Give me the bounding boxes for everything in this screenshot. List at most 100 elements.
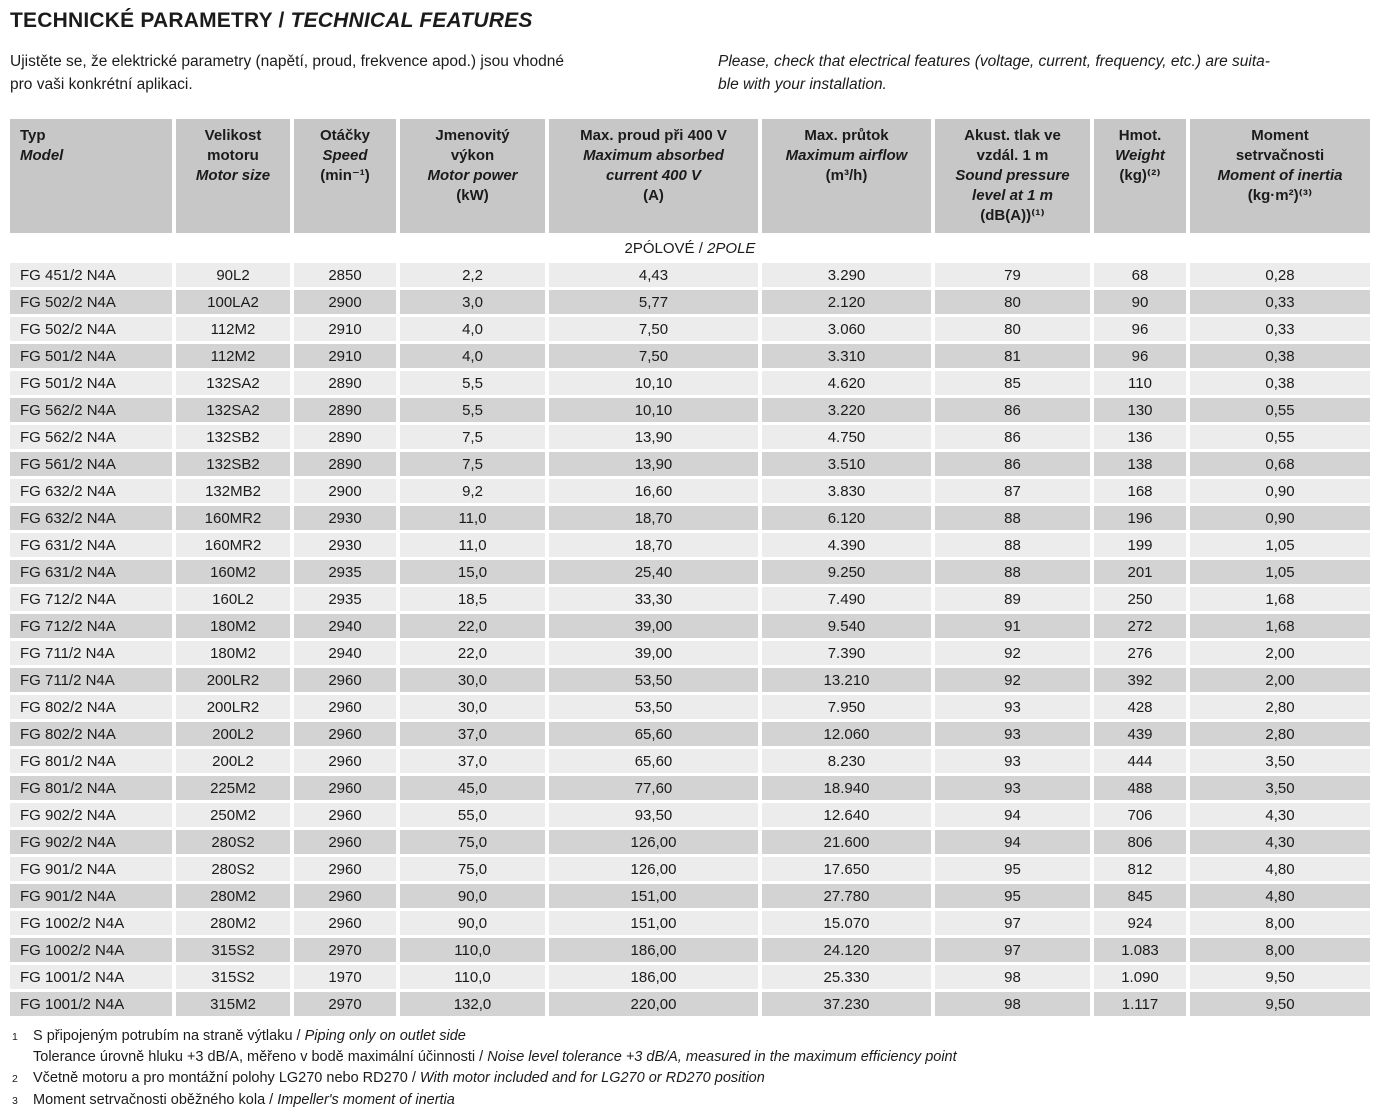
cell-max-current: 10,10 bbox=[549, 371, 758, 395]
cell-model: FG 1001/2 N4A bbox=[10, 965, 172, 989]
cell-motor-size: 160L2 bbox=[176, 587, 290, 611]
table-row: FG 632/2 N4A 132MB2 2900 9,2 16,60 3.830… bbox=[10, 479, 1370, 503]
cell-max-airflow: 3.290 bbox=[762, 263, 931, 287]
cell-motor-size: 225M2 bbox=[176, 776, 290, 800]
cell-max-airflow: 13.210 bbox=[762, 668, 931, 692]
cell-inertia: 1,68 bbox=[1190, 614, 1370, 638]
cell-inertia: 0,38 bbox=[1190, 371, 1370, 395]
cell-sound-pressure: 97 bbox=[935, 938, 1090, 962]
header-cs: Akust. tlak ve vzdál. 1 m bbox=[964, 127, 1061, 164]
header-cs: Moment setrvačnosti bbox=[1235, 127, 1325, 164]
cell-weight: 276 bbox=[1094, 641, 1186, 665]
cell-sound-pressure: 79 bbox=[935, 263, 1090, 287]
cell-max-airflow: 4.620 bbox=[762, 371, 931, 395]
table-row: FG 632/2 N4A 160MR2 2930 11,0 18,70 6.12… bbox=[10, 506, 1370, 530]
header-en: Motor power bbox=[427, 167, 518, 184]
cell-max-airflow: 3.830 bbox=[762, 479, 931, 503]
cell-speed: 2900 bbox=[294, 479, 396, 503]
cell-weight: 439 bbox=[1094, 722, 1186, 746]
cell-motor-power: 30,0 bbox=[400, 695, 545, 719]
cell-model: FG 901/2 N4A bbox=[10, 884, 172, 908]
header-en: Maximum absorbed current 400 V bbox=[583, 147, 724, 184]
cell-max-airflow: 4.390 bbox=[762, 533, 931, 557]
cell-sound-pressure: 86 bbox=[935, 398, 1090, 422]
footnote-line: Moment setrvačnosti oběžného kola / Impe… bbox=[33, 1090, 455, 1111]
cell-sound-pressure: 98 bbox=[935, 965, 1090, 989]
cell-motor-power: 7,5 bbox=[400, 425, 545, 449]
cell-max-airflow: 3.310 bbox=[762, 344, 931, 368]
cell-model: FG 711/2 N4A bbox=[10, 668, 172, 692]
cell-weight: 806 bbox=[1094, 830, 1186, 854]
cell-weight: 96 bbox=[1094, 344, 1186, 368]
table-row: FG 451/2 N4A 90L2 2850 2,2 4,43 3.290 79… bbox=[10, 263, 1370, 287]
column-header-max-airflow: Max. průtok Maximum airflow (m³/h) bbox=[762, 119, 931, 233]
cell-sound-pressure: 88 bbox=[935, 533, 1090, 557]
cell-weight: 1.083 bbox=[1094, 938, 1186, 962]
cell-speed: 2970 bbox=[294, 992, 396, 1016]
table-row: FG 501/2 N4A 112M2 2910 4,0 7,50 3.310 8… bbox=[10, 344, 1370, 368]
footnote-1-text: S připojeným potrubím na straně výtlaku … bbox=[33, 1026, 957, 1068]
header-cs: Max. průtok bbox=[804, 127, 889, 144]
cell-max-current: 65,60 bbox=[549, 749, 758, 773]
cell-max-current: 4,43 bbox=[549, 263, 758, 287]
cell-sound-pressure: 88 bbox=[935, 560, 1090, 584]
footnote-1-marker: 1 bbox=[12, 1031, 18, 1043]
cell-weight: 272 bbox=[1094, 614, 1186, 638]
header-en: Model bbox=[20, 147, 64, 164]
footnote-cs: S připojeným potrubím na straně výtlaku … bbox=[33, 1028, 301, 1044]
cell-motor-power: 37,0 bbox=[400, 749, 545, 773]
cell-inertia: 1,05 bbox=[1190, 533, 1370, 557]
cell-model: FG 502/2 N4A bbox=[10, 290, 172, 314]
table-row: FG 801/2 N4A 225M2 2960 45,0 77,60 18.94… bbox=[10, 776, 1370, 800]
table-row: FG 631/2 N4A 160MR2 2930 11,0 18,70 4.39… bbox=[10, 533, 1370, 557]
cell-speed: 2930 bbox=[294, 506, 396, 530]
cell-sound-pressure: 80 bbox=[935, 290, 1090, 314]
footnote-2: 2 Včetně motoru a pro montážní polohy LG… bbox=[12, 1068, 1379, 1090]
column-header-weight: Hmot. Weight (kg)⁽²⁾ bbox=[1094, 119, 1186, 233]
footnote-2-marker: 2 bbox=[12, 1073, 18, 1085]
cell-weight: 1.090 bbox=[1094, 965, 1186, 989]
cell-max-airflow: 7.950 bbox=[762, 695, 931, 719]
table-row: FG 901/2 N4A 280S2 2960 75,0 126,00 17.6… bbox=[10, 857, 1370, 881]
cell-motor-power: 110,0 bbox=[400, 938, 545, 962]
cell-sound-pressure: 81 bbox=[935, 344, 1090, 368]
table-row: FG 1002/2 N4A 280M2 2960 90,0 151,00 15.… bbox=[10, 911, 1370, 935]
cell-weight: 706 bbox=[1094, 803, 1186, 827]
cell-model: FG 1002/2 N4A bbox=[10, 911, 172, 935]
cell-speed: 2970 bbox=[294, 938, 396, 962]
cell-motor-power: 90,0 bbox=[400, 884, 545, 908]
cell-max-current: 13,90 bbox=[549, 425, 758, 449]
cell-inertia: 4,30 bbox=[1190, 803, 1370, 827]
footnote-cs: Moment setrvačnosti oběžného kola / bbox=[33, 1092, 274, 1108]
cell-inertia: 0,90 bbox=[1190, 479, 1370, 503]
cell-motor-size: 100LA2 bbox=[176, 290, 290, 314]
cell-motor-power: 45,0 bbox=[400, 776, 545, 800]
header-unit: (dB(A))⁽¹⁾ bbox=[980, 207, 1045, 224]
cell-inertia: 1,05 bbox=[1190, 560, 1370, 584]
cell-motor-size: 200LR2 bbox=[176, 668, 290, 692]
cell-motor-power: 37,0 bbox=[400, 722, 545, 746]
cell-max-current: 77,60 bbox=[549, 776, 758, 800]
footnote-en: Impeller's moment of inertia bbox=[277, 1092, 455, 1108]
table-header-row: Typ Model Velikost motoru Motor size Otá… bbox=[10, 119, 1370, 233]
footnote-line: Tolerance úrovně hluku +3 dB/A, měřeno v… bbox=[33, 1047, 957, 1068]
cell-sound-pressure: 91 bbox=[935, 614, 1090, 638]
cell-model: FG 802/2 N4A bbox=[10, 695, 172, 719]
cell-max-airflow: 7.390 bbox=[762, 641, 931, 665]
footnote-cs: Tolerance úrovně hluku +3 dB/A, měřeno v… bbox=[33, 1049, 484, 1065]
cell-max-airflow: 12.640 bbox=[762, 803, 931, 827]
header-en: Sound pressure level at 1 m bbox=[955, 167, 1070, 204]
cell-speed: 2960 bbox=[294, 884, 396, 908]
header-en: Motor size bbox=[195, 167, 271, 184]
header-unit: (A) bbox=[643, 187, 664, 204]
cell-motor-power: 55,0 bbox=[400, 803, 545, 827]
cell-max-current: 39,00 bbox=[549, 614, 758, 638]
section-row: 2PÓLOVÉ / 2POLE bbox=[10, 236, 1370, 260]
cell-motor-power: 2,2 bbox=[400, 263, 545, 287]
cell-max-current: 186,00 bbox=[549, 938, 758, 962]
cell-inertia: 0,38 bbox=[1190, 344, 1370, 368]
cell-weight: 845 bbox=[1094, 884, 1186, 908]
table-row: FG 562/2 N4A 132SB2 2890 7,5 13,90 4.750… bbox=[10, 425, 1370, 449]
cell-model: FG 631/2 N4A bbox=[10, 533, 172, 557]
header-unit: (kg·m²)⁽³⁾ bbox=[1247, 187, 1313, 204]
